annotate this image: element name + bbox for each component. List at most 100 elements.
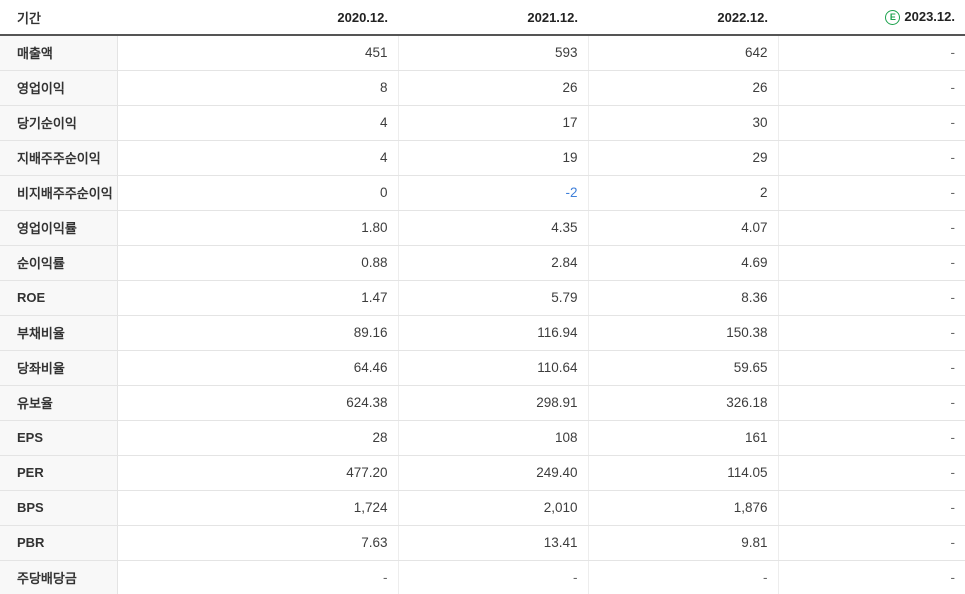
cell-value: - [778, 70, 965, 106]
cell-value: 13.41 [398, 525, 589, 561]
cell-value: 116.94 [398, 315, 589, 351]
cell-value: 150.38 [588, 315, 779, 351]
cell-value: 642 [588, 35, 779, 71]
cell-value: 64.46 [117, 350, 399, 386]
table-row: 순이익률 0.88 2.84 4.69- [0, 245, 965, 281]
cell-value: 624.38 [117, 385, 399, 421]
cell-value: - [778, 280, 965, 316]
estimate-icon: E [885, 10, 901, 25]
cell-value: 2 [588, 175, 779, 211]
cell-value: - [778, 490, 965, 526]
cell-value: 59.65 [588, 350, 779, 386]
table-row: 부채비율 89.16 116.94 150.38- [0, 315, 965, 351]
row-label: EPS [0, 420, 118, 456]
cell-value: - [778, 420, 965, 456]
cell-value: 477.20 [117, 455, 399, 491]
cell-value: - [778, 385, 965, 421]
cell-value: 161 [588, 420, 779, 456]
table-row: 당기순이익 4 17 30- [0, 105, 965, 141]
cell-value: 17 [398, 105, 589, 141]
cell-value: 4 [117, 105, 399, 141]
year-column-header: 2022.12. [588, 0, 778, 36]
header-row: 기간 2020.12. 2021.12. 2022.12. E 2023.12. [0, 0, 965, 36]
period-column-header: 기간 [0, 0, 117, 36]
table-row: PBR 7.63 13.41 9.81- [0, 525, 965, 561]
cell-value: 4 [117, 140, 399, 176]
cell-value: 8.36 [588, 280, 779, 316]
cell-value: - [117, 560, 399, 594]
row-label: 순이익률 [0, 245, 118, 281]
table-row: 영업이익률 1.80 4.35 4.07- [0, 210, 965, 246]
cell-value: -2 [398, 175, 589, 211]
cell-value: 4.35 [398, 210, 589, 246]
cell-value: 593 [398, 35, 589, 71]
cell-value: 4.07 [588, 210, 779, 246]
cell-value: - [778, 175, 965, 211]
table-row: BPS 1,724 2,010 1,876- [0, 490, 965, 526]
table-row: 당좌비율 64.46 110.64 59.65- [0, 350, 965, 386]
table-row: EPS 28 108 161- [0, 420, 965, 456]
row-label: 당기순이익 [0, 105, 118, 141]
row-label: ROE [0, 280, 118, 316]
row-label: 당좌비율 [0, 350, 118, 386]
cell-value: - [778, 350, 965, 386]
row-label: 매출액 [0, 35, 118, 71]
row-label: 영업이익률 [0, 210, 118, 246]
cell-value: - [778, 245, 965, 281]
cell-value: 89.16 [117, 315, 399, 351]
cell-value: 1,724 [117, 490, 399, 526]
cell-value: - [778, 315, 965, 351]
cell-value: 26 [588, 70, 779, 106]
cell-value: - [588, 560, 779, 594]
cell-value: 0.88 [117, 245, 399, 281]
cell-value: 0 [117, 175, 399, 211]
table-row: 주당배당금 ---- [0, 560, 965, 594]
cell-value: - [778, 35, 965, 71]
cell-value: 28 [117, 420, 399, 456]
cell-value: - [778, 140, 965, 176]
cell-value: 2,010 [398, 490, 589, 526]
cell-value: 26 [398, 70, 589, 106]
table-row: 유보율 624.38 298.91 326.18- [0, 385, 965, 421]
cell-value: 2.84 [398, 245, 589, 281]
cell-value: 4.69 [588, 245, 779, 281]
table-row: 비지배주주순이익 0 -2 2- [0, 175, 965, 211]
row-label: PER [0, 455, 118, 491]
cell-value: 108 [398, 420, 589, 456]
row-label: 유보율 [0, 385, 118, 421]
cell-value: 19 [398, 140, 589, 176]
cell-value: - [778, 525, 965, 561]
row-label: 주당배당금 [0, 560, 118, 594]
table-row: PER 477.20 249.40 114.05- [0, 455, 965, 491]
cell-value: - [398, 560, 589, 594]
cell-value: 1.47 [117, 280, 399, 316]
cell-value: 114.05 [588, 455, 779, 491]
table-row: 영업이익 8 26 26- [0, 70, 965, 106]
cell-value: 30 [588, 105, 779, 141]
cell-value: 9.81 [588, 525, 779, 561]
row-label: 영업이익 [0, 70, 118, 106]
year-column-header: 2021.12. [398, 0, 588, 36]
table-row: 지배주주순이익 4 19 29- [0, 140, 965, 176]
row-label: 비지배주주순이익 [0, 175, 118, 211]
cell-value: 249.40 [398, 455, 589, 491]
row-label: PBR [0, 525, 118, 561]
cell-value: - [778, 105, 965, 141]
year-column-header: 2020.12. [117, 0, 398, 36]
cell-value: 326.18 [588, 385, 779, 421]
cell-value: 110.64 [398, 350, 589, 386]
row-label: 부채비율 [0, 315, 118, 351]
cell-value: 1,876 [588, 490, 779, 526]
table-row: 매출액 451 593 642- [0, 35, 965, 71]
cell-value: 1.80 [117, 210, 399, 246]
table-row: ROE 1.47 5.79 8.36- [0, 280, 965, 316]
row-label: BPS [0, 490, 118, 526]
cell-value: 7.63 [117, 525, 399, 561]
cell-value: 5.79 [398, 280, 589, 316]
cell-value: - [778, 455, 965, 491]
cell-value: 29 [588, 140, 779, 176]
row-label: 지배주주순이익 [0, 140, 118, 176]
cell-value: 8 [117, 70, 399, 106]
